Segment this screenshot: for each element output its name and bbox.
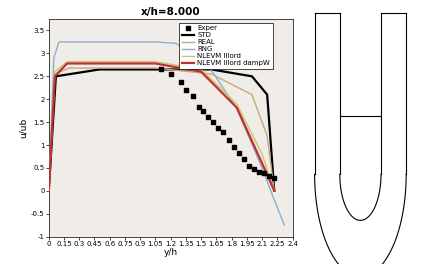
Point — [210, 120, 217, 124]
Point — [220, 130, 227, 134]
Point — [225, 137, 232, 142]
Point — [261, 171, 268, 176]
Title: x/h=8.000: x/h=8.000 — [141, 7, 201, 17]
Point — [230, 145, 237, 150]
X-axis label: y/h: y/h — [164, 248, 178, 257]
Point — [167, 72, 174, 76]
Point — [157, 67, 164, 72]
Point — [177, 80, 184, 84]
Point — [190, 93, 196, 98]
Legend: Exper, STD, REAL, RNG, NLEVM IIIord, NLEVM IIIord dampW: Exper, STD, REAL, RNG, NLEVM IIIord, NLE… — [179, 23, 273, 69]
Point — [196, 105, 203, 110]
Point — [271, 176, 278, 180]
Y-axis label: u/ub: u/ub — [19, 118, 28, 138]
Point — [235, 151, 242, 155]
Point — [205, 115, 212, 119]
Point — [251, 167, 257, 171]
Point — [215, 125, 222, 130]
Point — [245, 163, 252, 168]
Point — [256, 169, 262, 174]
Point — [266, 174, 273, 178]
Point — [240, 157, 247, 161]
Point — [200, 109, 206, 113]
Point — [182, 88, 189, 92]
